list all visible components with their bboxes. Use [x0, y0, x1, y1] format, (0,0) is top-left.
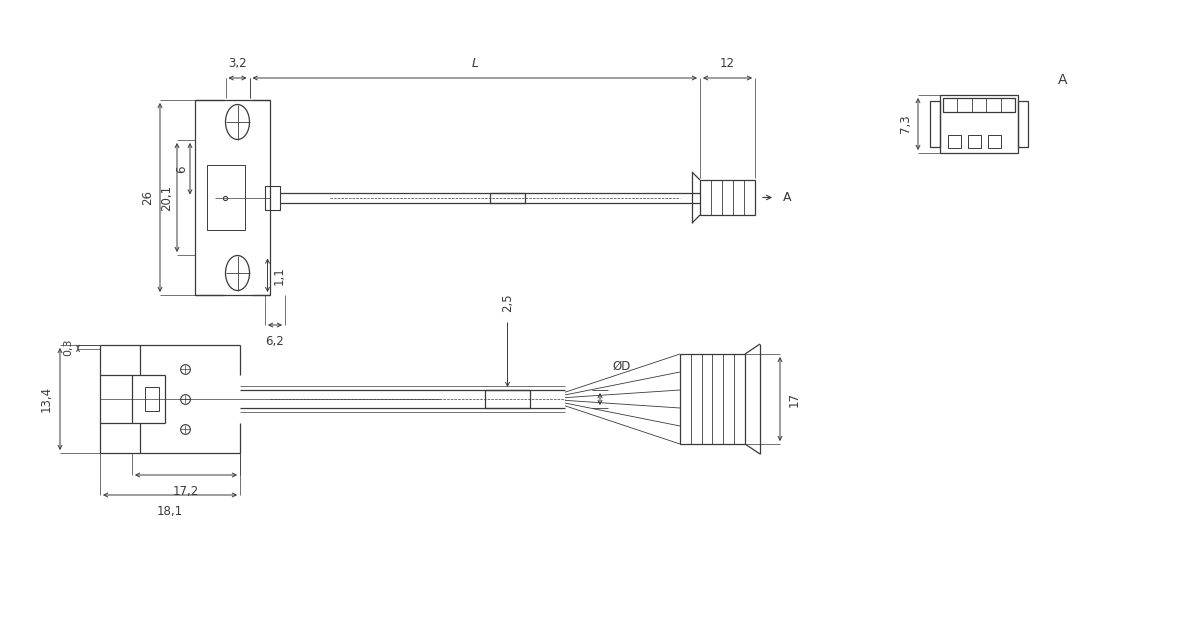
Text: 12: 12	[720, 57, 734, 70]
Bar	[943, 98, 1015, 112]
Text: 17: 17	[787, 392, 800, 406]
Text: 6,2: 6,2	[265, 335, 284, 348]
Text: 17,2: 17,2	[173, 485, 199, 498]
Text: 18,1: 18,1	[157, 505, 184, 518]
Bar	[948, 135, 961, 148]
Bar	[145, 387, 160, 411]
Bar	[988, 135, 1001, 148]
Text: 2,5: 2,5	[502, 293, 514, 312]
Bar	[265, 186, 280, 209]
Bar	[680, 354, 745, 444]
Text: 13,4: 13,4	[40, 386, 53, 412]
Bar	[485, 390, 530, 408]
Text: A: A	[1058, 73, 1068, 87]
Text: 3,2: 3,2	[228, 57, 247, 70]
Bar	[968, 135, 980, 148]
Text: L: L	[472, 57, 479, 70]
Text: 0,3: 0,3	[64, 339, 73, 356]
Text: 26: 26	[142, 190, 155, 205]
Text: ØD: ØD	[612, 360, 630, 373]
Text: A: A	[782, 191, 792, 204]
Text: 1,1: 1,1	[274, 266, 286, 285]
Text: 6: 6	[175, 165, 188, 173]
Bar	[208, 165, 245, 230]
Bar	[196, 100, 270, 295]
Bar	[700, 180, 755, 215]
Bar	[930, 101, 940, 147]
Bar	[490, 193, 524, 202]
Text: 20,1: 20,1	[161, 184, 174, 211]
Text: 7,3: 7,3	[900, 115, 912, 133]
Bar	[1018, 101, 1028, 147]
Bar	[940, 95, 1018, 153]
